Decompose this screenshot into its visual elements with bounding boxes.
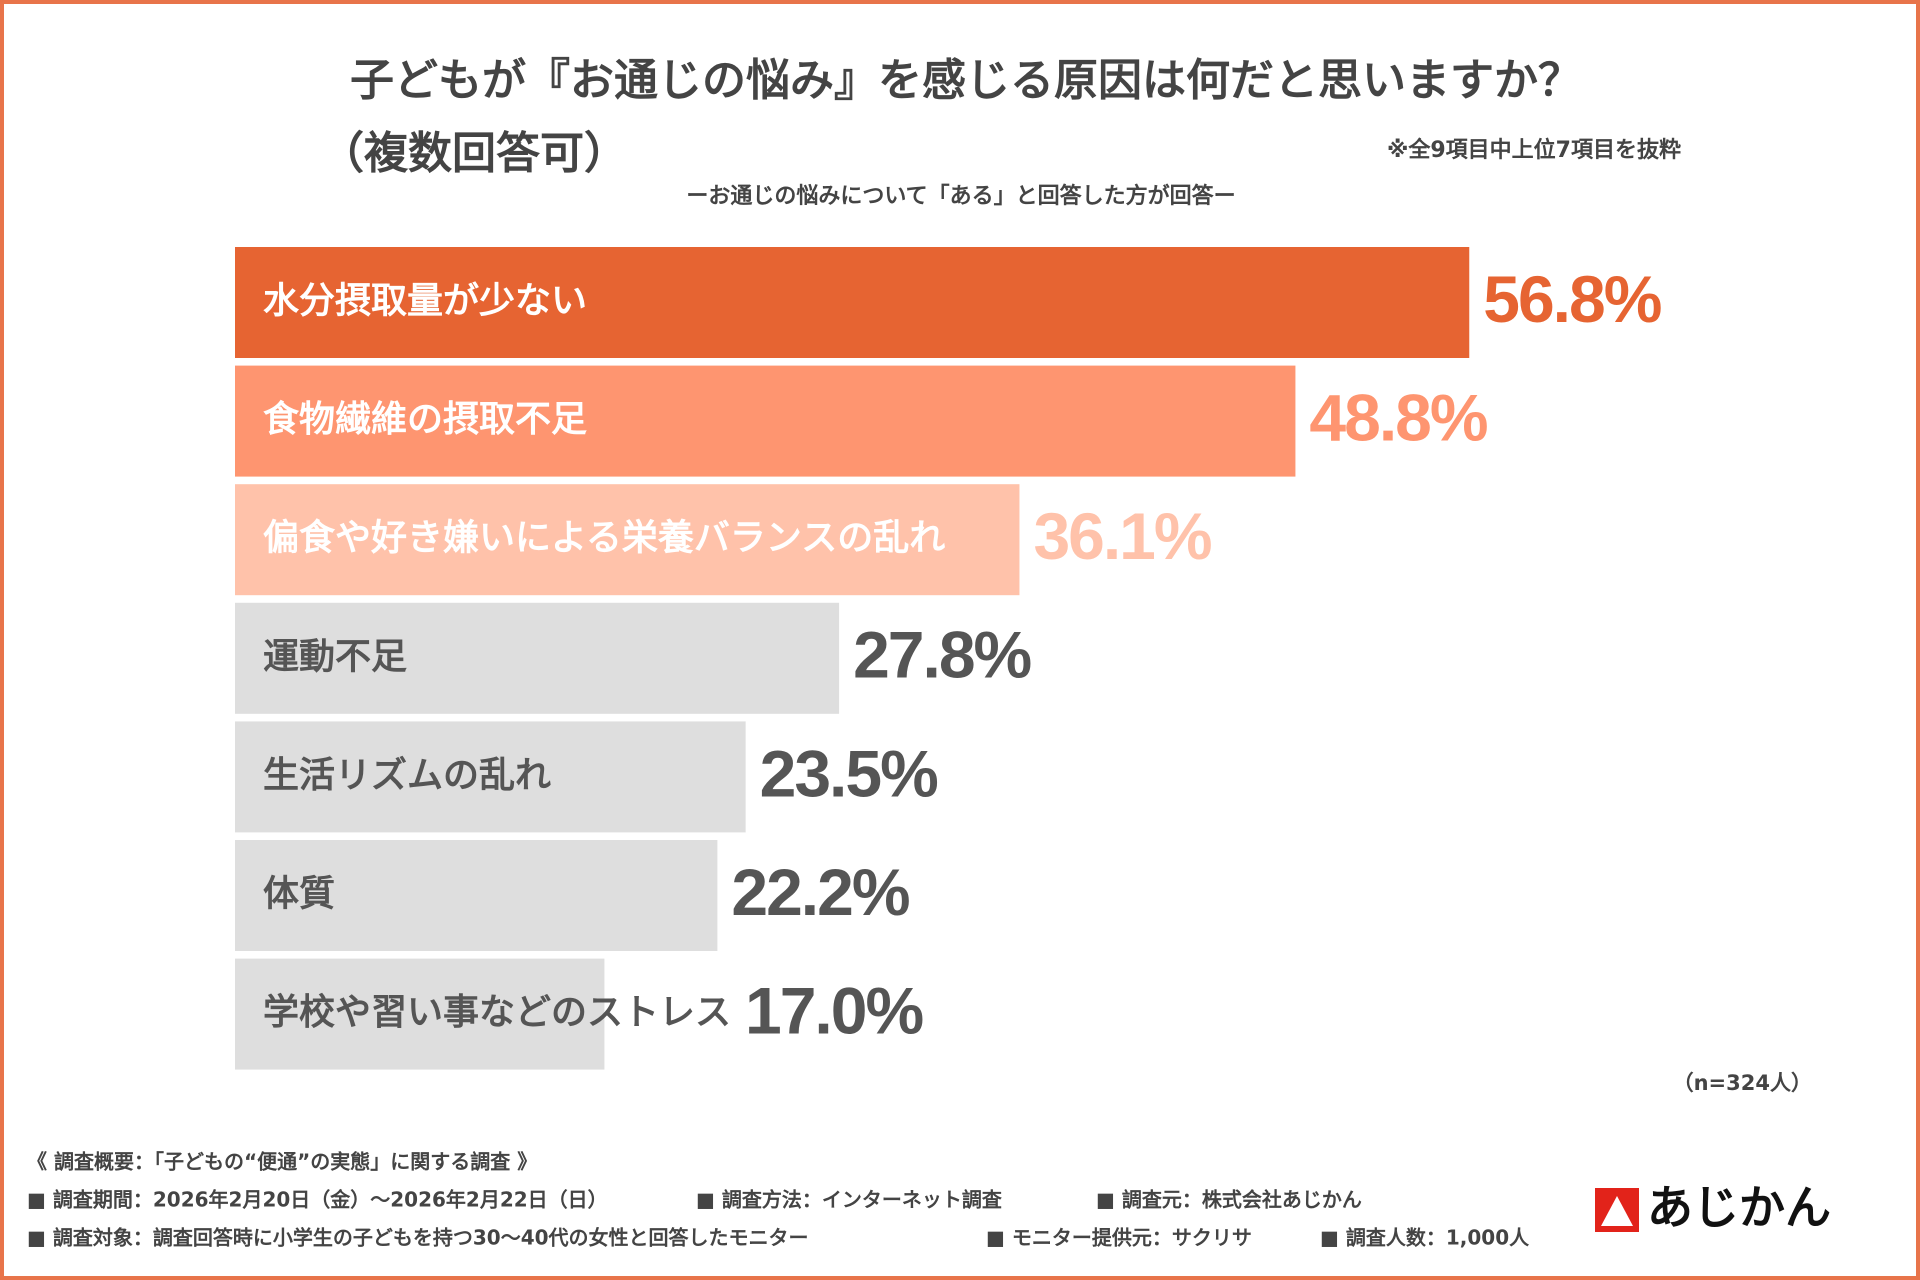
- footer-text: ■ 調査期間：2026年2月20日（金）～2026年2月22日（日）: [27, 1188, 608, 1212]
- bar: [235, 484, 1020, 596]
- bar-label: 偏食や好き嫌いによる栄養バランスの乱れ: [263, 518, 945, 559]
- sample-note: （n=324人）: [1673, 1071, 1812, 1095]
- bar: [235, 247, 1470, 358]
- bar-label: 体質: [263, 874, 335, 915]
- logo-icon-mark: [1601, 1196, 1633, 1226]
- bar-label: 食物繊維の摂取不足: [263, 399, 587, 440]
- bar-label: 水分摂取量が少ない: [263, 281, 587, 322]
- bar: [235, 602, 840, 714]
- bar-label: 生活リズムの乱れ: [263, 754, 551, 796]
- footer-text: ■ 調査方法：インターネット調査: [696, 1188, 1002, 1212]
- bar: [235, 365, 1296, 477]
- footer-text: ■ 調査対象：調査回答時に小学生の子どもを持つ30～40代の女性と回答したモニタ…: [27, 1226, 809, 1250]
- value-label: 27.8%: [853, 618, 1030, 692]
- footer-text: ■ 調査人数：1,000人: [1320, 1226, 1530, 1250]
- bar-label: 運動不足: [263, 636, 407, 677]
- bar: [235, 721, 746, 833]
- footer-text: ■ 調査元：株式会社あじかん: [1096, 1188, 1362, 1212]
- bar: [235, 958, 605, 1070]
- value-label: 36.1%: [1033, 499, 1210, 573]
- logo-text: あじかん: [1647, 1181, 1831, 1235]
- value-label: 48.8%: [1309, 381, 1486, 455]
- footer-text: ■ モニター提供元：サクリサ: [986, 1226, 1252, 1250]
- value-label: 17.0%: [745, 974, 922, 1048]
- value-label: 22.2%: [731, 855, 908, 929]
- note: ※全9項目中上位7項目を抜粋: [1387, 137, 1681, 163]
- chart-title-sub: （複数回答可）: [320, 128, 628, 179]
- value-label: 23.5%: [760, 736, 937, 810]
- bar-label: 学校や習い事などのストレス: [263, 991, 731, 1033]
- value-label: 56.8%: [1483, 262, 1660, 336]
- logo: あじかん: [1595, 1181, 1831, 1235]
- chart-title: 子どもが『お通じの悩み』を感じる原因は何だと思いますか？: [350, 55, 1582, 106]
- bar: [235, 840, 718, 951]
- footer-text: 《 調査概要：「子どもの“便通”の実態」に関する調査 》: [27, 1150, 537, 1174]
- subtitle: ーお通じの悩みについて「ある」と回答した方が回答ー: [686, 183, 1235, 209]
